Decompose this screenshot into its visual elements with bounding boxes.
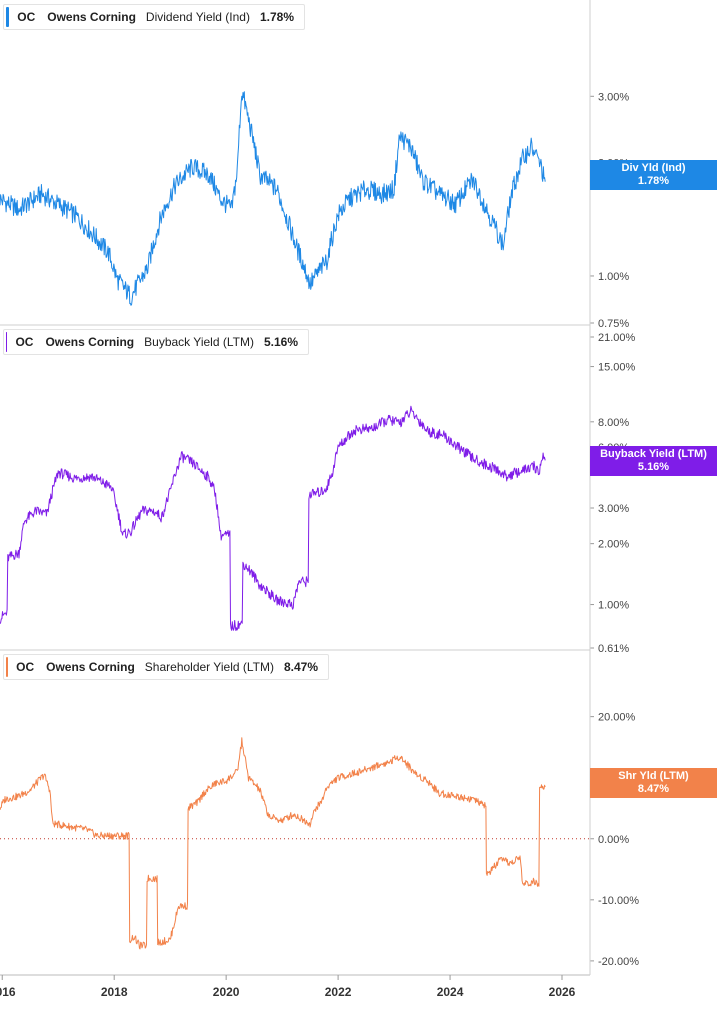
y-tick-label: 0.61% (598, 643, 629, 655)
legend-ticker: OC (16, 660, 35, 674)
y-tick-label: 21.00% (598, 332, 636, 344)
legend-shareholder-yield: OC Owens Corning Shareholder Yield (LTM)… (3, 654, 329, 680)
legend-swatch-buyback (6, 332, 8, 352)
legend-dividend-yield: OC Owens Corning Dividend Yield (Ind) 1.… (3, 4, 305, 30)
legend-value: 1.78% (259, 10, 294, 24)
y-tick-label: 1.00% (598, 600, 629, 612)
tag-value: 5.16% (637, 461, 670, 473)
y-tick-label: -20.00% (598, 956, 639, 968)
y-tick-label: -10.00% (598, 895, 639, 907)
y-tick-label: 15.00% (598, 362, 636, 374)
tag-value: 1.78% (637, 175, 670, 187)
x-tick-label: 2020 (213, 985, 240, 999)
tag-label: Buyback Yield (LTM) (600, 448, 707, 460)
legend-metric: Shareholder Yield (LTM) (144, 660, 274, 674)
legend-ticker: OC (15, 335, 34, 349)
x-tick-label: 2022 (325, 985, 352, 999)
legend-ticker: OC (17, 10, 36, 24)
legend-company: Owens Corning (47, 10, 136, 24)
series-line-dividend (0, 91, 546, 306)
legend-swatch-dividend (6, 7, 10, 27)
y-tick-label: 8.00% (598, 417, 629, 429)
legend-value: 8.47% (283, 660, 318, 674)
legend-metric: Buyback Yield (LTM) (144, 335, 254, 349)
series-line-shareholder (0, 737, 546, 950)
legend-buyback-yield: OC Owens Corning Buyback Yield (LTM) 5.1… (3, 329, 309, 355)
legend-company: Owens Corning (45, 335, 135, 349)
series-line-buyback (0, 405, 546, 631)
last-value-tag-shareholder: Shr Yld (LTM) 8.47% (590, 768, 717, 798)
legend-value: 5.16% (263, 335, 298, 349)
tag-label: Shr Yld (LTM) (618, 770, 689, 782)
legend-company: Owens Corning (46, 660, 135, 674)
y-tick-label: 3.00% (598, 91, 629, 103)
y-tick-label: 0.00% (598, 834, 629, 846)
y-tick-label: 3.00% (598, 503, 629, 515)
x-tick-label: 2016 (0, 985, 16, 999)
legend-metric: Dividend Yield (Ind) (145, 10, 250, 24)
legend-swatch-shareholder (6, 657, 9, 677)
y-tick-label: 1.00% (598, 271, 629, 283)
x-tick-label: 2018 (101, 985, 128, 999)
tag-value: 8.47% (637, 783, 670, 795)
y-tick-label: 20.00% (598, 712, 636, 724)
x-tick-label: 2024 (437, 985, 464, 999)
last-value-tag-dividend: Div Yld (Ind) 1.78% (590, 160, 717, 190)
last-value-tag-buyback: Buyback Yield (LTM) 5.16% (590, 446, 717, 476)
y-tick-label: 2.00% (598, 539, 629, 551)
y-tick-label: 0.75% (598, 318, 629, 330)
x-tick-label: 2026 (549, 985, 576, 999)
tag-label: Div Yld (Ind) (621, 162, 686, 174)
